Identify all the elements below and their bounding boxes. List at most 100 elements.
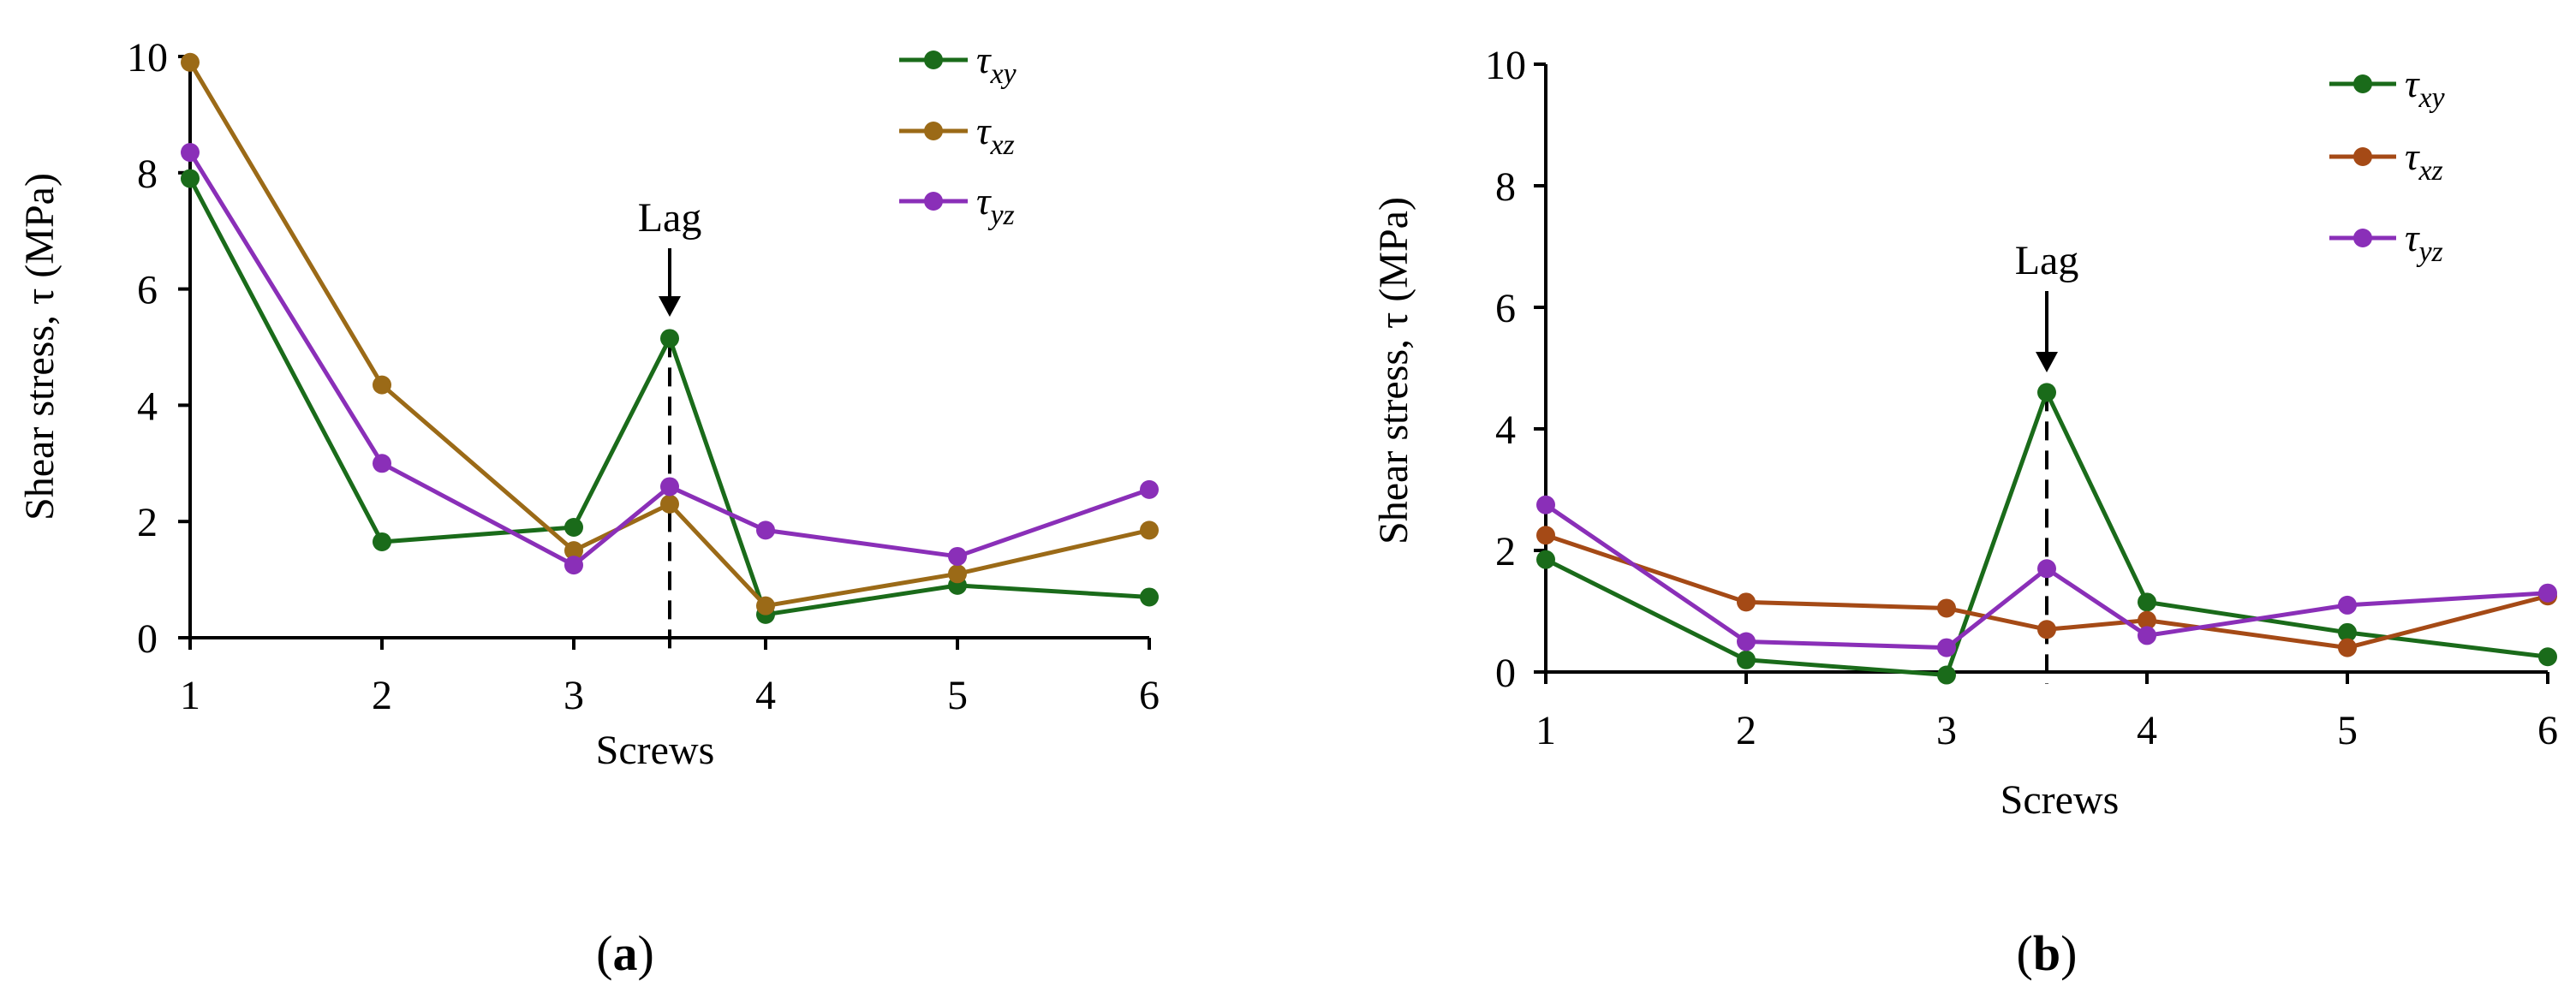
panel-b-legend-yz-subscript: yz [2416, 236, 2442, 268]
panel-a-legend-xz-label: τxz [976, 109, 1015, 161]
panel-a-series-yz-point [756, 520, 775, 540]
panel-a-legend-xy-marker [924, 51, 943, 69]
panel-b-x-tick-label: 4 [2137, 708, 2157, 753]
panel-b-series-yz-point [2037, 559, 2056, 579]
panel-b-series-xy-point [2338, 622, 2357, 642]
panel-b-series-xz-point [2037, 620, 2056, 639]
panel-b-series-yz-point [2538, 583, 2557, 603]
panel-b-series-xy-point [1937, 665, 1956, 685]
panel-a-x-tick-label: 1 [180, 673, 200, 718]
panel-a-panel-label-part: a [613, 925, 638, 981]
panel-b-x-tick-label: 3 [1936, 708, 1957, 753]
panel-b-lag-arrow-head [2036, 352, 2058, 372]
panel-b-legend-xz-symbol: τ [2405, 134, 2420, 178]
panel-b-y-tick-label: 2 [1495, 529, 1516, 574]
panel-a-x-tick-label: 4 [755, 673, 776, 718]
panel-a-y-tick-label: 0 [137, 616, 158, 662]
panel-b-series-yz-point [1737, 632, 1756, 651]
panel-b-series-xz-point [1737, 592, 1756, 612]
panel-a-lag-annotation: Lag [638, 195, 702, 241]
panel-a-y-tick-label: 10 [127, 35, 168, 80]
panel-b-legend-xz-subscript: xz [2418, 155, 2442, 187]
panel-b-panel-label-part: ( [2017, 925, 2033, 981]
panel-b-y-axis-title: Shear stress, τ (MPa) [1371, 197, 1416, 544]
panel-a-legend-yz-marker [924, 192, 943, 211]
panel-a-x-tick-label: 2 [372, 673, 392, 718]
panel-b-legend-xz-marker [2353, 147, 2372, 166]
panel-b-panel-label-part: b [2033, 925, 2060, 981]
panel-b-legend-xy-subscript: xy [2418, 82, 2445, 114]
panel-a-x-axis-title: Screws [596, 728, 715, 773]
panel-b-x-tick-label: 1 [1535, 708, 1556, 753]
panel-a-series-xy-point [1140, 587, 1159, 607]
panel-a-series-yz-point [660, 477, 679, 497]
panel-b-y-tick-label: 8 [1495, 164, 1516, 210]
panel-a-legend-yz-label: τyz [976, 179, 1015, 231]
panel-b-y-tick-label: 4 [1495, 407, 1516, 453]
panel-a-series-xy-point [373, 532, 391, 551]
panel-a-y-tick-label: 8 [137, 152, 158, 197]
panel-a-series-xz-point [948, 564, 967, 584]
panel-a-series-xz-point [564, 541, 583, 561]
panel-b-y-tick-label: 6 [1495, 286, 1516, 331]
panel-a-series-yz-point [948, 546, 967, 566]
panel-a-legend-yz-symbol: τ [976, 179, 992, 223]
panel-a-series-xy-point [660, 329, 679, 348]
panel-a-series-yz-point [1140, 479, 1159, 499]
panel-b-x-axis-title: Screws [2001, 777, 2120, 823]
panel-a-y-axis-title: Shear stress, τ (MPa) [17, 173, 63, 520]
panel-b-series-yz-point [2338, 595, 2357, 615]
panel-a-panel-label: (a) [596, 925, 654, 981]
panel-a-series-xy-point [181, 169, 200, 188]
panel-b-x-tick-label: 6 [2537, 708, 2558, 753]
panel-a-panel-label-part: ( [596, 925, 612, 981]
panel-a-legend-xz-marker [924, 122, 943, 140]
panel-a-series-xz-point [756, 596, 775, 615]
panel-a-series-xy-point [564, 517, 583, 537]
panel-b-series-xy-point [1737, 650, 1756, 669]
panel-b-legend-yz-marker [2353, 229, 2372, 247]
panel-a-series-xz-point [660, 494, 679, 514]
panel-a-legend-xy-symbol: τ [976, 38, 992, 81]
panel-a-legend-xz-subscript: xz [989, 129, 1014, 161]
panel-a-legend-xy-label: τxy [976, 38, 1017, 90]
panel-b-series-xz-point [1937, 598, 1956, 618]
panel-b-series-xz-point [1536, 526, 1555, 545]
panel-b-legend-xz-label: τxz [2405, 134, 2443, 187]
panel-a-series-xz-point [1140, 520, 1159, 540]
panel-b-series-xz-point [2338, 638, 2357, 657]
panel-b-x-tick-label: 5 [2337, 708, 2358, 753]
panel-b-y-tick-label: 0 [1495, 651, 1516, 696]
panel-b-lag-annotation: Lag [2015, 238, 2079, 283]
panel-b-legend-yz-label: τyz [2405, 216, 2443, 268]
panel-a-legend-xy-subscript: xy [989, 58, 1017, 90]
panel-a-panel-label-part: ) [638, 925, 654, 981]
panel-a-lag-arrow-head [659, 296, 681, 317]
panel-b-series-yz-point [1536, 495, 1555, 514]
panel-a-series-xz-point [181, 52, 200, 72]
panel-a-y-tick-label: 6 [137, 268, 158, 313]
panel-a-legend-yz-subscript: yz [987, 199, 1014, 231]
panel-b-y-tick-label: 10 [1485, 43, 1526, 88]
panel-b-panel-label-part: ) [2060, 925, 2077, 981]
panel-a-series-yz-point [373, 454, 391, 473]
panel-a-x-tick-label: 6 [1139, 673, 1160, 718]
panel-a-series-yz-point [181, 143, 200, 163]
panel-a-y-tick-label: 4 [137, 384, 158, 429]
panel-b-panel-label: (b) [2017, 925, 2078, 981]
panel-b-series-xy-point [2138, 592, 2156, 612]
panel-b-series-xz-point [2138, 610, 2156, 630]
panel-b-series-xy-point [2037, 383, 2056, 402]
panel-a-x-tick-label: 3 [564, 673, 584, 718]
panel-b-legend-yz-symbol: τ [2405, 216, 2420, 259]
panel-a-y-tick-label: 2 [137, 500, 158, 545]
panel-a-series-yz-point [564, 556, 583, 575]
panel-a-x-tick-label: 5 [947, 673, 968, 718]
panel-b-legend-xy-symbol: τ [2405, 62, 2420, 105]
panel-b-series-xy-point [2538, 647, 2557, 667]
panel-b-series-yz-point [2138, 626, 2156, 645]
panel-b-x-tick-label: 2 [1736, 708, 1756, 753]
